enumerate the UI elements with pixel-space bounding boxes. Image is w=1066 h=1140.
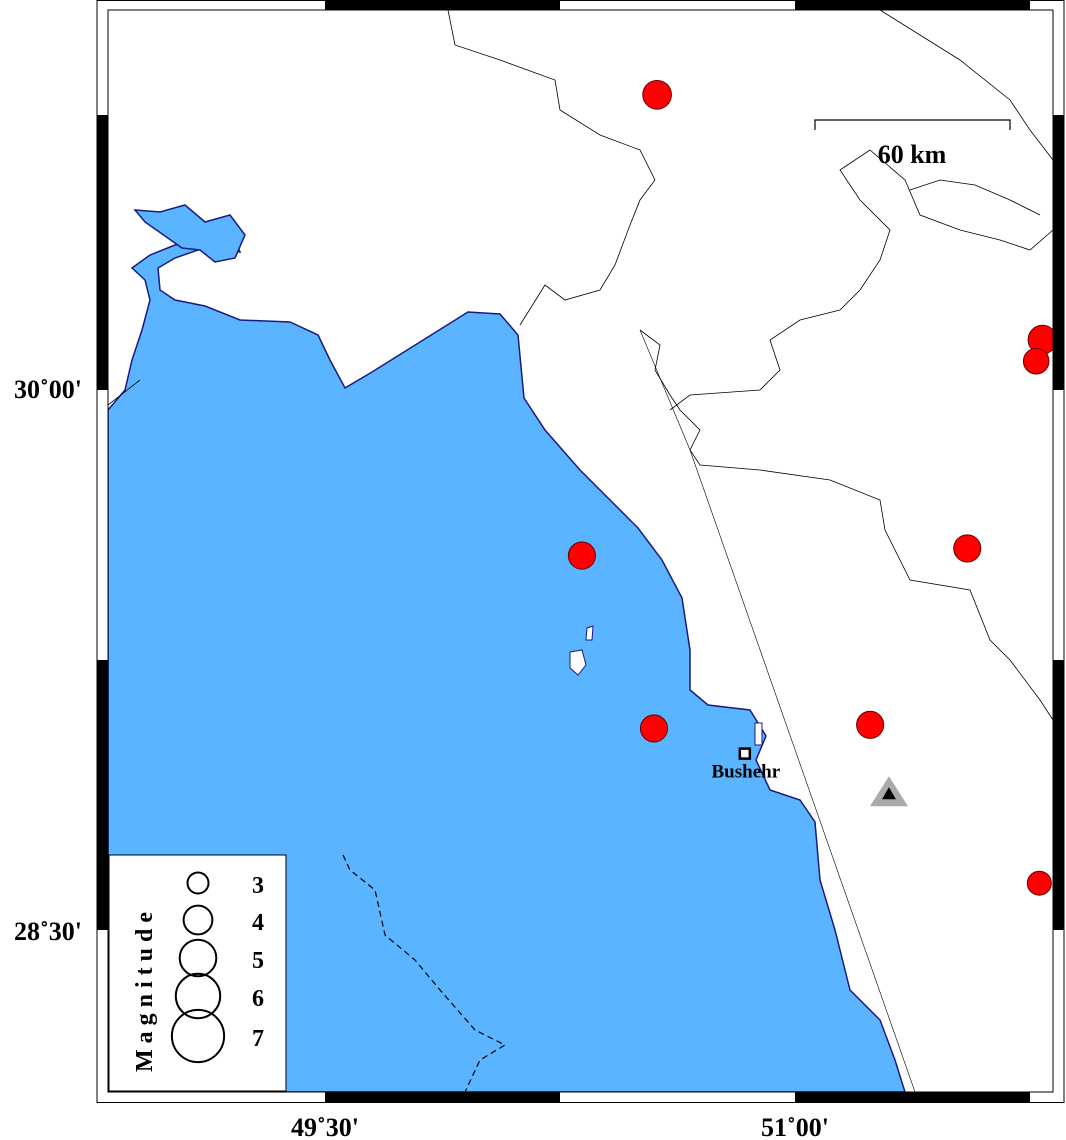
scale-bar: 60 km xyxy=(814,119,1011,169)
island xyxy=(754,722,763,746)
earthquake-marker xyxy=(567,541,596,570)
province-borders xyxy=(108,10,1053,1092)
legend-label: 5 xyxy=(252,948,264,974)
boundary-dashed xyxy=(342,854,507,1092)
triangle-inner-icon xyxy=(881,787,896,800)
legend-label: 7 xyxy=(252,1026,264,1052)
earthquake-marker xyxy=(642,79,672,110)
legend-title: Magnitude xyxy=(132,906,158,1072)
earthquake-marker xyxy=(1026,870,1052,896)
map-frame xyxy=(96,0,1065,1103)
square-marker-icon xyxy=(738,747,752,760)
legend: Magnitude 3 4 5 6 7 xyxy=(108,854,287,1092)
city-label: Bushehr xyxy=(712,762,781,783)
legend-label: 3 xyxy=(252,873,264,899)
lon-label: 51˚00' xyxy=(761,1113,829,1140)
island xyxy=(569,649,587,676)
legend-circle xyxy=(186,871,210,895)
lat-label: 28˚30' xyxy=(14,917,82,946)
earthquake-marker xyxy=(1022,347,1050,375)
scale-bar-label: 60 km xyxy=(878,140,947,169)
earthquake-marker xyxy=(856,710,885,739)
earthquake-marker xyxy=(639,714,669,743)
earthquake-marker xyxy=(953,534,982,563)
legend-label: 4 xyxy=(252,910,264,936)
station-layer xyxy=(869,776,908,807)
bay xyxy=(133,204,246,263)
legend-circle xyxy=(182,904,214,936)
island xyxy=(585,625,594,641)
legend-circle xyxy=(178,938,218,978)
events-layer xyxy=(567,79,1053,896)
legend-circle xyxy=(174,972,222,1020)
lat-label: 30˚00' xyxy=(14,375,82,404)
lon-label: 49˚30' xyxy=(291,1113,359,1140)
city-layer: Bushehr xyxy=(712,747,781,783)
legend-circle xyxy=(170,1008,226,1064)
legend-label: 6 xyxy=(252,986,264,1012)
